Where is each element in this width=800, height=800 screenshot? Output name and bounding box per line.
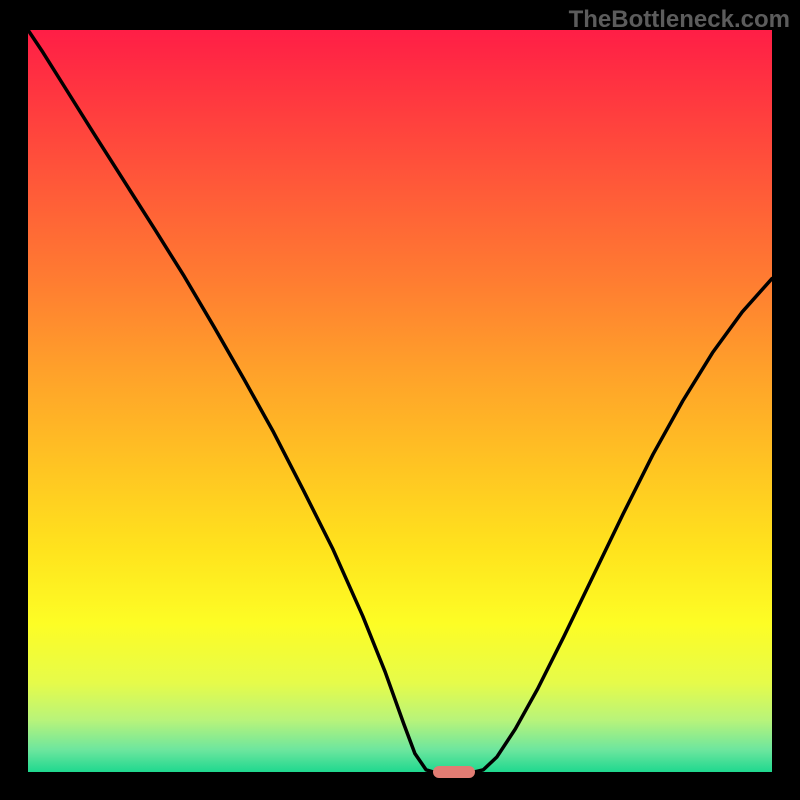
plot-area — [28, 30, 772, 772]
bottleneck-curve — [28, 30, 772, 772]
curve-left — [28, 30, 433, 772]
optimal-marker — [433, 766, 475, 778]
curve-right — [474, 279, 772, 772]
chart-container: TheBottleneck.com — [0, 0, 800, 800]
watermark-text: TheBottleneck.com — [569, 6, 790, 34]
